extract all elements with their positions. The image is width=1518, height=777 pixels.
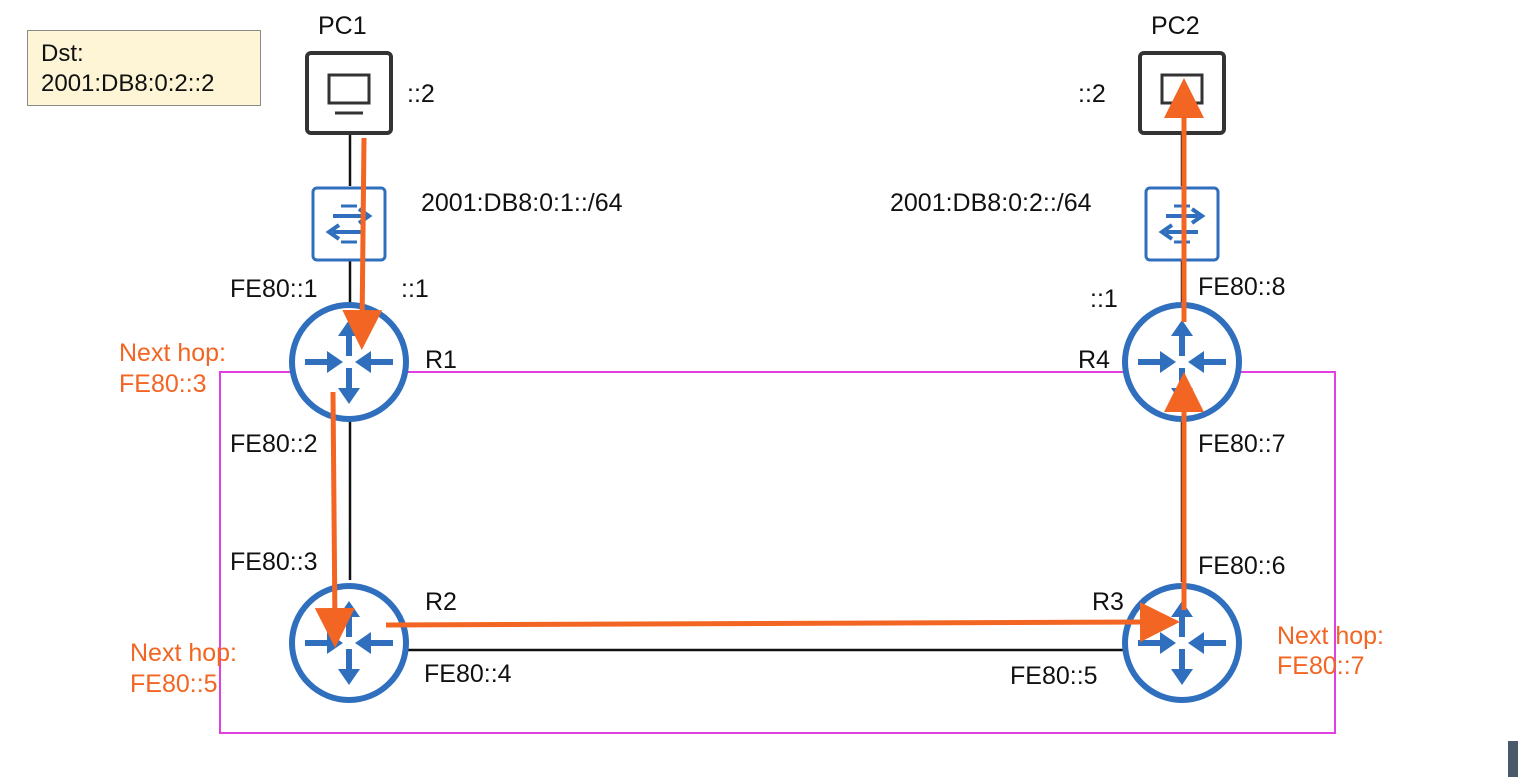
r3-name: R3: [1092, 588, 1124, 616]
network2-label: 2001:DB8:0:2::/64: [890, 189, 1092, 217]
destination-address: 2001:DB8:0:2::2: [41, 70, 215, 97]
pc1-name: PC1: [318, 12, 367, 40]
pc2-address: ::2: [1078, 80, 1106, 108]
router-r2-icon[interactable]: [292, 586, 406, 700]
destination-box: Dst: 2001:DB8:0:2::2: [27, 30, 261, 106]
r4-name: R4: [1078, 346, 1110, 374]
network1-label: 2001:DB8:0:1::/64: [421, 189, 623, 217]
highlight-region: [219, 371, 1336, 734]
r2-name: R2: [425, 588, 457, 616]
destination-label: Dst:: [41, 40, 84, 67]
r1-lan-address: ::1: [401, 275, 429, 303]
path-arrow-pc1-r1: [342, 137, 383, 350]
pc1-icon[interactable]: [305, 51, 393, 135]
r2-right-link-local: FE80::4: [424, 660, 512, 688]
packet-path: [314, 78, 1204, 648]
path-arrow-r1-r2: [314, 391, 355, 648]
r2-next-hop-value: FE80::5: [130, 670, 218, 698]
switch1-icon[interactable]: [311, 186, 387, 262]
r4-lan-link-local: FE80::8: [1198, 273, 1286, 301]
r1-name: R1: [425, 346, 457, 374]
r4-lan-address: ::1: [1090, 285, 1118, 313]
r1-next-hop-value: FE80::3: [119, 370, 207, 398]
r2-up-link-local: FE80::3: [230, 548, 318, 576]
path-arrow-r2-r3: [385, 602, 1180, 643]
r3-next-hop-value: FE80::7: [1277, 652, 1365, 680]
r2-next-hop-label: Next hop:: [130, 639, 238, 667]
pc1-address: ::2: [407, 80, 435, 108]
r4-down-link-local: FE80::7: [1198, 430, 1286, 458]
r3-next-hop-label: Next hop:: [1277, 622, 1385, 650]
corner-badge: [1508, 741, 1518, 777]
r3-left-link-local: FE80::5: [1010, 662, 1098, 690]
r3-up-link-local: FE80::6: [1198, 552, 1286, 580]
r1-wan-link-local: FE80::2: [230, 430, 318, 458]
r1-next-hop-label: Next hop:: [119, 339, 227, 367]
router-r1-icon[interactable]: [292, 305, 406, 419]
pc2-name: PC2: [1151, 12, 1200, 40]
r1-lan-link-local: FE80::1: [230, 275, 318, 303]
